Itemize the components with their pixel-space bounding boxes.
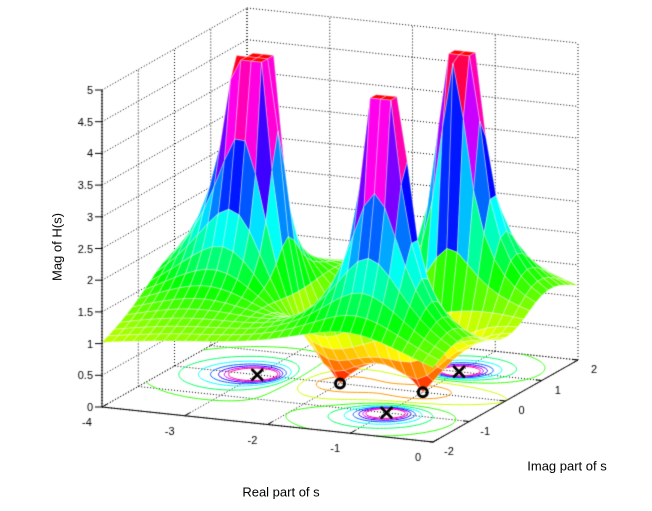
z-axis-label: Mag of H(s) — [49, 213, 65, 281]
x-axis-label: Real part of s — [242, 484, 320, 500]
y-axis-label: Imag part of s — [527, 458, 607, 474]
